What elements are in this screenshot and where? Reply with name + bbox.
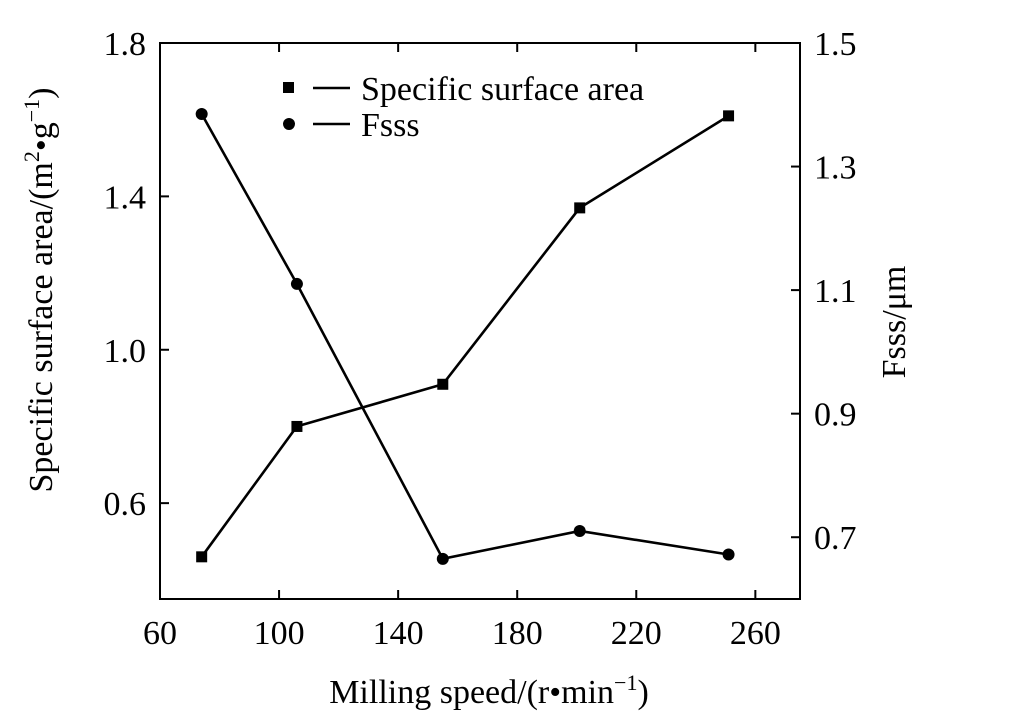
- legend-entry-fsss: Fsss: [283, 107, 420, 144]
- series-line-fsss: [200, 113, 729, 561]
- x-axis-title: Milling speed/(r•min−1): [329, 670, 649, 711]
- right-y-tick-label: 1.1: [814, 273, 857, 310]
- data-point-fsss: [195, 108, 208, 121]
- data-point-specific-surface-area: [291, 420, 303, 432]
- right-y-tick-label: 1.3: [814, 150, 857, 187]
- legend-square-marker: [283, 82, 294, 93]
- x-tick-label: 180: [492, 615, 543, 652]
- plot-frame: [159, 42, 801, 600]
- right-y-axis-ticks: 0.7 0.9 1.1 1.3 1.5: [791, 26, 857, 557]
- right-y-tick-label: 1.5: [814, 26, 857, 63]
- x-tick-label: 140: [373, 615, 424, 652]
- data-point-fsss: [436, 552, 449, 565]
- legend-label-specific-surface-area: Specific surface area: [361, 71, 644, 108]
- data-point-specific-surface-area: [574, 202, 586, 214]
- left-y-tick-label: 1.4: [104, 179, 147, 216]
- data-point-fsss: [722, 548, 735, 561]
- left-y-axis-title: Specific surface area/(m2•g−1): [19, 87, 60, 492]
- x-tick-label: 100: [254, 615, 305, 652]
- data-point-specific-surface-area: [437, 378, 449, 390]
- legend: Specific surface area Fsss: [283, 71, 644, 144]
- left-y-tick-label: 1.0: [104, 333, 147, 370]
- left-y-tick-label: 0.6: [104, 486, 147, 523]
- right-y-axis-title: Fsss/μm: [876, 266, 913, 379]
- data-point-fsss: [573, 525, 586, 538]
- left-y-axis-ticks: 0.6 1.0 1.4 1.8: [104, 26, 169, 523]
- series-layer: [195, 108, 735, 565]
- right-y-tick-label: 0.7: [814, 520, 857, 557]
- x-tick-label: 220: [611, 615, 662, 652]
- legend-circle-marker: [283, 118, 295, 130]
- data-point-specific-surface-area: [723, 110, 735, 122]
- x-axis-ticks: 60 100 140 180 220 260: [143, 43, 781, 652]
- data-point-fsss: [290, 277, 303, 290]
- series-line-specific-surface-area: [200, 114, 730, 558]
- right-y-tick-label: 0.9: [814, 397, 857, 434]
- left-y-tick-label: 1.8: [104, 26, 147, 63]
- x-tick-label: 60: [143, 615, 177, 652]
- data-point-specific-surface-area: [196, 551, 208, 563]
- legend-entry-specific-surface-area: Specific surface area: [283, 71, 644, 108]
- legend-label-fsss: Fsss: [361, 107, 420, 144]
- x-tick-label: 260: [730, 615, 781, 652]
